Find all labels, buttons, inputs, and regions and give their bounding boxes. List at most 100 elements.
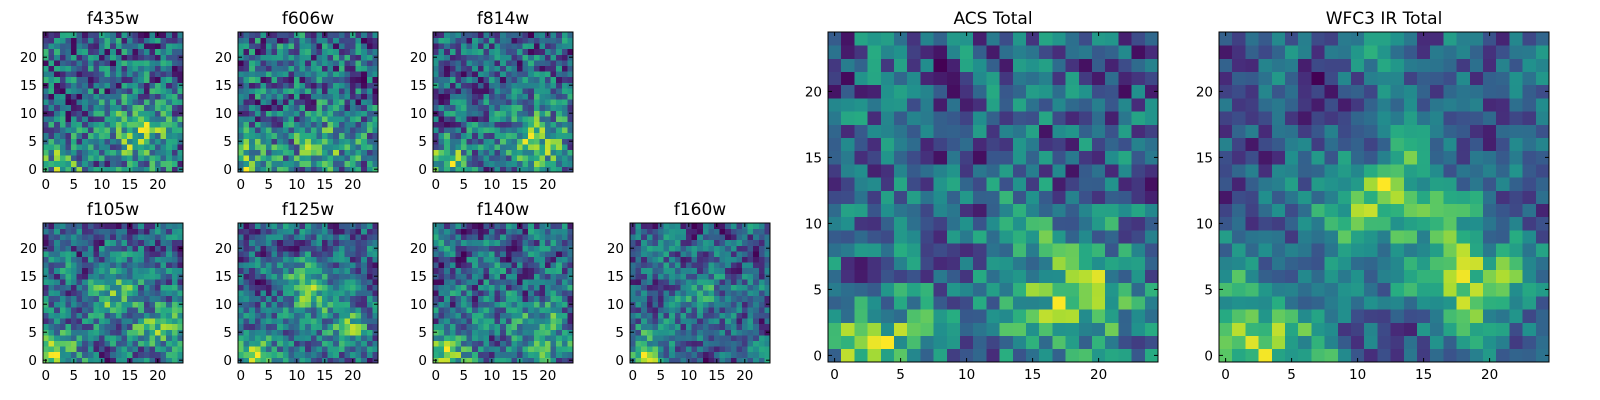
heatmap-cell <box>254 82 261 89</box>
heatmap-cell <box>489 279 495 285</box>
heatmap-cell <box>719 335 726 341</box>
heatmap-cell <box>438 149 445 156</box>
heatmap-cell <box>466 60 473 66</box>
heatmap-cell <box>171 48 178 55</box>
heatmap-cell <box>1012 203 1027 218</box>
heatmap-cell <box>260 138 267 145</box>
heatmap-cell <box>249 301 256 308</box>
heatmap-cell <box>87 48 94 55</box>
heatmap-cell <box>372 71 379 78</box>
heatmap-cell <box>556 329 563 336</box>
heatmap-cell <box>260 149 267 156</box>
heatmap-cell <box>344 76 351 83</box>
heatmap-cell <box>132 82 139 89</box>
heatmap-cell <box>177 127 184 134</box>
heatmap-cell <box>43 76 49 83</box>
heatmap-cell <box>115 290 122 297</box>
heatmap-cell <box>48 132 55 139</box>
heatmap-cell <box>483 301 490 308</box>
heatmap-cell <box>477 256 484 263</box>
heatmap-cell <box>87 346 94 353</box>
heatmap-cell <box>691 323 698 330</box>
heatmap-cell <box>466 256 473 263</box>
heatmap-cell <box>455 88 462 94</box>
heatmap-cell <box>505 329 512 336</box>
heatmap-cell <box>115 43 122 50</box>
heatmap-cell <box>372 65 379 72</box>
heatmap-cell <box>260 82 267 89</box>
heatmap-cell <box>663 256 670 263</box>
heatmap-cell <box>238 335 244 341</box>
heatmap-cell <box>483 335 490 341</box>
heatmap-cell <box>166 110 173 117</box>
heatmap-cell <box>725 301 732 308</box>
heatmap-cell <box>59 121 66 128</box>
heatmap-cell <box>511 273 518 280</box>
heatmap-cell <box>522 357 529 364</box>
heatmap-cell <box>635 290 642 297</box>
heatmap-cell <box>171 99 178 106</box>
heatmap-cell <box>76 251 83 257</box>
heatmap-cell <box>641 251 648 257</box>
heatmap-cell <box>567 32 574 38</box>
heatmap-cell <box>299 160 306 167</box>
heatmap-cell <box>299 88 306 94</box>
heatmap-cell <box>238 160 244 167</box>
heatmap-cell <box>477 82 484 89</box>
heatmap-cell <box>438 121 445 128</box>
heatmap-cell <box>867 190 882 204</box>
heatmap-cell <box>166 37 173 44</box>
heatmap-cell <box>171 340 178 347</box>
heatmap-cell <box>764 228 771 235</box>
heatmap-cell <box>327 82 334 89</box>
heatmap-cell <box>138 76 145 83</box>
heatmap-cell <box>110 256 117 263</box>
heatmap-cell <box>489 256 495 263</box>
heatmap-cell <box>539 76 546 83</box>
heatmap-cell <box>254 166 261 173</box>
heatmap-cell <box>238 88 244 94</box>
heatmap-cell <box>288 284 295 291</box>
heatmap-cell <box>433 132 439 139</box>
heatmap-cell <box>466 267 473 274</box>
heatmap-cell <box>641 262 648 269</box>
heatmap-cell <box>444 54 451 61</box>
heatmap-cell <box>444 48 451 55</box>
heatmap-cell <box>489 228 495 235</box>
heatmap-cell <box>48 54 55 61</box>
heatmap-cell <box>138 273 145 280</box>
heatmap-cell <box>238 43 244 50</box>
heatmap-cell <box>372 351 379 358</box>
heatmap-cell <box>132 43 139 50</box>
heatmap-cell <box>254 284 261 291</box>
heatmap-cell <box>48 329 55 336</box>
heatmap-cell <box>483 121 490 128</box>
heatmap-cell <box>166 251 173 257</box>
heatmap-cell <box>71 82 77 89</box>
heatmap-cell <box>680 284 687 291</box>
heatmap-cell <box>880 282 895 297</box>
heatmap-cell <box>65 279 72 285</box>
heatmap-cell <box>539 65 546 72</box>
heatmap-cell <box>1012 282 1027 297</box>
heatmap-cell <box>567 295 574 302</box>
heatmap-cell <box>355 65 362 72</box>
heatmap-cell <box>104 245 111 252</box>
heatmap-cell <box>528 60 535 66</box>
heatmap-cell <box>477 335 484 341</box>
heatmap-cell <box>76 93 83 100</box>
heatmap-cell <box>449 32 456 38</box>
heatmap-cell <box>243 160 250 167</box>
heatmap-cell <box>449 60 456 66</box>
heatmap-cell <box>171 279 178 285</box>
heatmap-cell <box>567 65 574 72</box>
heatmap-cell <box>266 48 272 55</box>
heatmap-cell <box>327 104 334 111</box>
heatmap-cell <box>305 351 312 358</box>
heatmap-cell <box>483 93 490 100</box>
heatmap-cell <box>505 290 512 297</box>
heatmap-cell <box>138 239 145 246</box>
heatmap-cell <box>54 149 61 156</box>
heatmap-cell <box>686 279 692 285</box>
heatmap-cell <box>764 290 771 297</box>
